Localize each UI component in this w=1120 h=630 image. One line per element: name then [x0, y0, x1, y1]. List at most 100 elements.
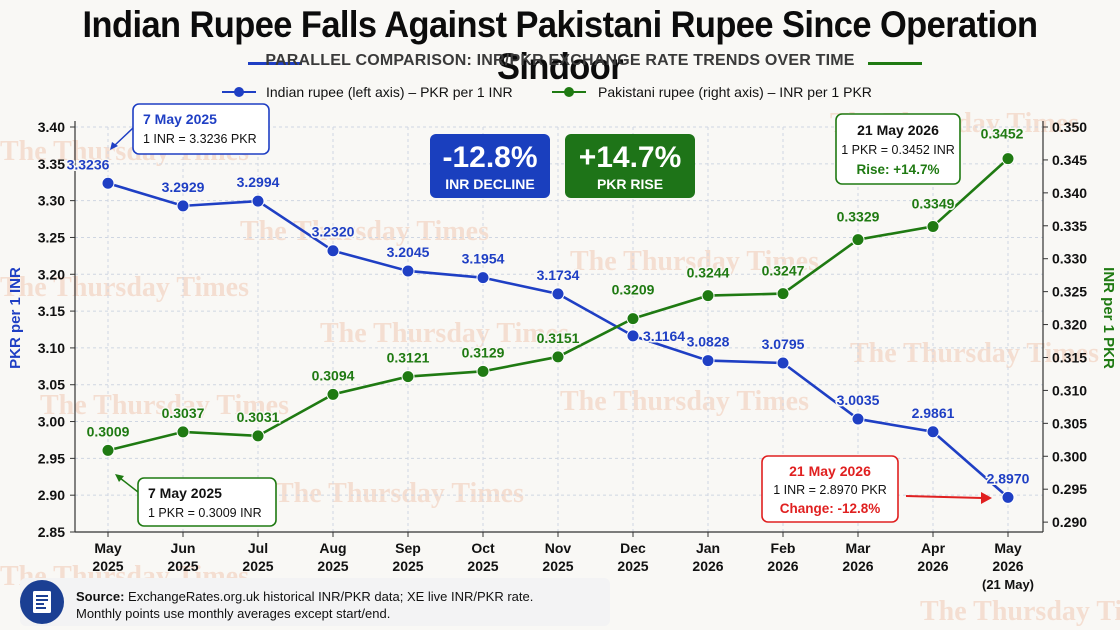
legend-inr-label: Indian rupee (left axis) – PKR per 1 INR: [266, 84, 513, 100]
y-left-tick-label: 3.00: [38, 414, 65, 430]
pkr-data-label: 0.3031: [237, 409, 280, 425]
inr-data-label: 3.1734: [537, 267, 580, 283]
legend-pkr-label: Pakistani rupee (right axis) – INR per 1…: [598, 84, 872, 100]
callout-inr-end-text: 1 INR = 2.8970 PKR: [773, 483, 887, 497]
callout-pkr-end-title: 21 May 2026: [857, 122, 939, 138]
x-tick-label: 2026: [992, 558, 1023, 574]
x-tick-label: Dec: [620, 540, 646, 556]
x-tick-label: Sep: [395, 540, 421, 556]
pkr-data-label: 0.3151: [537, 330, 580, 346]
x-tick-label: Feb: [771, 540, 796, 556]
y-left-tick-label: 2.85: [38, 524, 65, 540]
callout-pkr-end-rise: Rise: +14.7%: [857, 162, 940, 177]
y-left-tick-label: 3.25: [38, 229, 65, 245]
watermark-text: The Thursday Times: [920, 596, 1120, 627]
callout-inr-end-change: Change: -12.8%: [780, 501, 881, 516]
x-tick-label: 2026: [842, 558, 873, 574]
x-tick-label: 2025: [617, 558, 648, 574]
x-tick-label: Apr: [921, 540, 946, 556]
y-right-tick-label: 0.310: [1052, 382, 1087, 398]
x-tick-label: 2025: [242, 558, 273, 574]
y-right-tick-label: 0.335: [1052, 218, 1087, 234]
watermark-text: The Thursday Times: [320, 318, 569, 349]
watermark-text: The Thursday Times: [850, 338, 1099, 369]
pkr-data-point: [101, 443, 115, 457]
inr-decline-label: INR DECLINE: [445, 176, 534, 192]
chart-title: Indian Rupee Falls Against Pakistani Rup…: [82, 4, 1038, 87]
axes: 2.85 2.90 2.95 3.00 3.05 3.10 3.15 3.20 3.25 3.30…: [38, 119, 1087, 592]
x-tick-label: 2025: [92, 558, 123, 574]
inr-decline-value: -12.8%: [442, 141, 537, 174]
watermark-text: The Thursday Times: [560, 386, 809, 417]
subtitle-rule-right: [868, 62, 922, 65]
watermark-text: The Thursday Times: [0, 272, 249, 303]
x-tick-label: May: [94, 540, 121, 556]
y-right-tick-label: 0.345: [1052, 152, 1087, 168]
series-layer: 3.3236 3.2929 3.2994 3.2320 3.2045 3.1954 3.17…: [65, 124, 1031, 504]
x-tick-label: Jun: [171, 540, 196, 556]
document-icon: [20, 580, 64, 624]
y-left-tick-label: 3.35: [38, 156, 65, 172]
callout-pkr-start-title: 7 May 2025: [148, 485, 222, 501]
subtitle-rule-left: [248, 62, 302, 65]
inr-data-label: 3.0795: [762, 336, 805, 352]
inr-data-point: [926, 425, 940, 439]
y-right-tick-label: 0.330: [1052, 251, 1087, 267]
x-tick-label: Jul: [248, 540, 268, 556]
inr-data-label: 3.0035: [837, 392, 880, 408]
y-axis-left-title: PKR per 1 INR: [7, 267, 24, 369]
pkr-data-point: [926, 219, 940, 233]
inr-data-point: [101, 176, 115, 190]
x-tick-label: (21 May): [982, 577, 1034, 592]
inr-data-label: 3.2994: [237, 174, 280, 190]
pkr-data-label: 0.3209: [612, 282, 655, 298]
callout-inr-start: 7 May 2025 1 INR = 3.3236 PKR: [110, 103, 270, 155]
y-left-tick-label: 3.15: [38, 303, 65, 319]
inr-data-point: [401, 264, 415, 278]
y-left-tick-label: 2.90: [38, 487, 65, 503]
pkr-data-point: [626, 312, 640, 326]
x-tick-label: Aug: [319, 540, 346, 556]
pkr-rise-badge: +14.7% PKR RISE: [565, 134, 695, 198]
y-left-tick-label: 3.30: [38, 193, 65, 209]
y-right-tick-label: 0.305: [1052, 415, 1087, 431]
pkr-data-point: [776, 287, 790, 301]
pkr-rise-value: +14.7%: [579, 141, 682, 174]
pkr-data-point: [701, 289, 715, 303]
pkr-data-label: 0.3129: [462, 344, 505, 360]
watermark-text: The Thursday Times: [570, 246, 819, 277]
source-text: ExchangeRates.org.uk historical INR/PKR …: [128, 589, 534, 604]
callout-inr-start-title: 7 May 2025: [143, 111, 217, 127]
x-tick-label: Mar: [846, 540, 871, 556]
inr-data-label: 3.3236: [67, 156, 110, 172]
source-note: Monthly points use monthly averages exce…: [76, 606, 391, 621]
callout-inr-end: 21 May 2026 1 INR = 2.8970 PKR Change: -…: [761, 455, 992, 523]
inr-data-point: [251, 194, 265, 208]
inr-data-label: 3.2929: [162, 179, 205, 195]
inr-data-point: [551, 287, 565, 301]
y-left-tick-label: 3.05: [38, 377, 65, 393]
callout-pkr-end-text: 1 PKR = 0.3452 INR: [841, 143, 955, 157]
y-right-tick-label: 0.350: [1052, 119, 1087, 135]
callout-inr-end-title: 21 May 2026: [789, 463, 871, 479]
pkr-rise-label: PKR RISE: [597, 176, 663, 192]
x-tick-label: 2026: [692, 558, 723, 574]
inr-data-label: 3.2320: [312, 224, 355, 240]
pkr-data-point: [251, 429, 265, 443]
inr-data-label: 2.8970: [987, 470, 1030, 486]
y-right-tick-label: 0.315: [1052, 349, 1087, 365]
inr-data-label: 3.1954: [462, 251, 505, 267]
x-tick-label: 2025: [392, 558, 423, 574]
y-right-tick-label: 0.340: [1052, 185, 1087, 201]
inr-decline-badge: -12.8% INR DECLINE: [430, 134, 550, 198]
y-left-tick-label: 3.10: [38, 340, 65, 356]
callout-pkr-end: 21 May 2026 1 PKR = 0.3452 INR Rise: +14…: [835, 113, 961, 185]
pkr-data-point: [476, 364, 490, 378]
source-footer: Source: ExchangeRates.org.uk historical …: [20, 578, 610, 626]
y-right-tick-label: 0.320: [1052, 317, 1087, 333]
inr-data-label: 3.1164: [643, 328, 685, 344]
x-tick-label: Oct: [471, 540, 495, 556]
y-left-tick-label: 3.40: [38, 119, 65, 135]
watermark-text: The Thursday Times: [40, 390, 289, 421]
inr-data-label: 3.0828: [687, 334, 730, 350]
